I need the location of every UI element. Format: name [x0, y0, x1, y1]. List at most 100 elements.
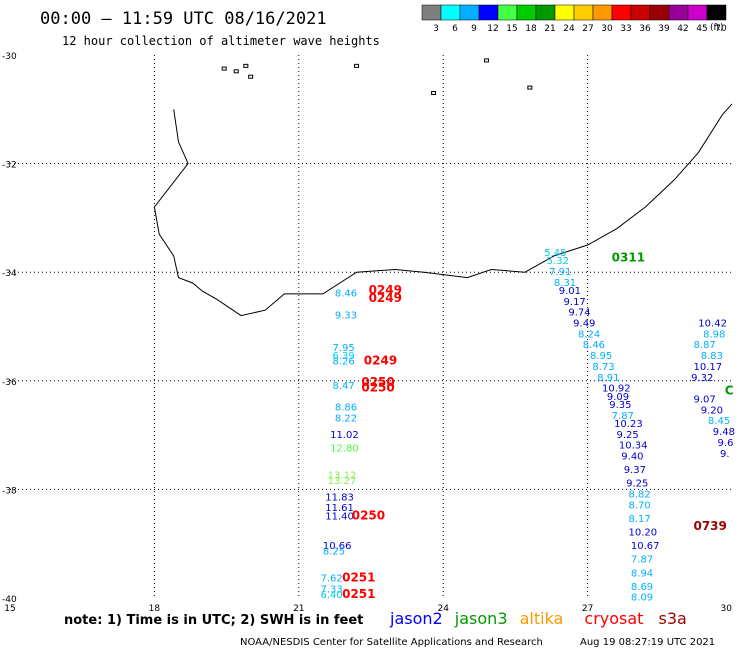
wave-height-label: 9.20 [701, 405, 723, 416]
pass-time-label: 0249 [369, 291, 402, 305]
wave-height-label: 7.95 [332, 343, 354, 354]
wave-height-label: 11.83 [325, 492, 354, 503]
wave-height-label: 8.26 [332, 357, 354, 368]
footer-timestamp: Aug 19 08:27:19 UTC 2021 [580, 637, 715, 648]
wave-height-label: 8.98 [703, 329, 725, 340]
wave-height-label: 6.39 [332, 351, 354, 362]
wave-height-label: 8.24 [578, 329, 600, 340]
wave-height-label: 5.32 [547, 256, 569, 267]
island-shape [484, 58, 490, 63]
pass-time-label: 0249 [369, 283, 402, 297]
wave-height-label: 7.62 [320, 574, 342, 585]
wave-height-label: 9.74 [568, 308, 590, 319]
latitude-tick-label: -40 [2, 595, 17, 605]
wave-height-label: 8.73 [592, 362, 614, 373]
latitude-tick-label: -32 [2, 161, 17, 171]
wave-height-label: 7.87 [631, 555, 653, 566]
longitude-tick-label: 18 [149, 604, 161, 614]
wave-height-label: 11.61 [325, 503, 354, 514]
pass-time-label: 0250 [361, 375, 394, 389]
wave-height-label: 7.87 [612, 411, 634, 422]
colorbar-label: 39 [658, 24, 670, 34]
island-shape [243, 63, 249, 68]
legend-altika: altika [520, 609, 564, 628]
island-shape [354, 63, 360, 68]
legend-cryosat: cryosat [584, 609, 643, 628]
pass-time-label: 0311 [612, 250, 645, 264]
legend-s3a: s3a [659, 609, 687, 628]
colorbar-swatch [554, 4, 575, 21]
wave-height-label: 13.12 [328, 471, 357, 482]
wave-height-label: 9.35 [609, 400, 631, 411]
legend-jason2: jason2 [389, 609, 443, 628]
wave-height-label: 9.49 [573, 319, 595, 330]
pass-time-label: 0250 [361, 381, 394, 395]
colorbar-label: 21 [544, 24, 555, 34]
colorbar-label: 3 [433, 24, 439, 34]
colorbar-label: 36 [639, 24, 651, 34]
wave-height-label: 9.33 [335, 310, 357, 321]
colorbar-swatch [611, 4, 632, 21]
wave-height-label: 6.40 [320, 590, 342, 601]
colorbar-label: 30 [601, 24, 613, 34]
colorbar-label: 6 [452, 24, 458, 34]
island-shape [431, 91, 437, 96]
colorbar-label: 9 [471, 24, 477, 34]
colorbar-label: 33 [620, 24, 631, 34]
longitude-ticks: 15 18 21 24 27 30 [4, 604, 732, 614]
wave-height-label: 9.25 [616, 430, 638, 441]
wave-height-label: 9.6 [718, 438, 734, 449]
map-title: 00:00 — 11:59 UTC 08/16/2021 [40, 9, 327, 29]
wave-height-label: 8.45 [708, 416, 730, 427]
footer-credit: NOAA/NESDIS Center for Satellite Applica… [240, 637, 543, 648]
coast-path [153, 103, 733, 317]
wave-height-label: 8.17 [629, 514, 651, 525]
colorbar-swatch [592, 4, 613, 21]
wave-height-label: 10.20 [629, 528, 658, 539]
map-frame [10, 55, 732, 598]
longitude-tick-label: 27 [582, 604, 593, 614]
pass-time-label: 0251 [342, 571, 375, 585]
wave-height-values: 8.46 9.33 7.956.398.26 8.47 8.868.22 11.02 12.… [320, 248, 735, 604]
wave-height-label: 9.09 [607, 392, 629, 403]
wave-height-label: 9.07 [693, 395, 715, 406]
wave-height-label: 11.02 [330, 430, 359, 441]
colorbar-label: 42 [677, 24, 688, 34]
wave-height-label: 5.45 [544, 248, 566, 259]
colorbar-swatch [421, 4, 442, 21]
pass-time-label: 0250 [352, 508, 385, 522]
island-shape [248, 74, 254, 79]
wave-height-label: 10.23 [614, 419, 643, 430]
wave-height-label: 9.25 [626, 479, 648, 490]
colorbar-swatch [516, 4, 537, 21]
colorbar-swatch [649, 4, 670, 21]
wave-height-label: 10.92 [602, 384, 631, 395]
wave-height-label: 8.83 [701, 351, 723, 362]
wave-height-label: 8.46 [335, 289, 357, 300]
latitude-tick-label: -34 [2, 269, 17, 279]
colorbar-swatch [706, 4, 727, 21]
wave-height-label: 8.46 [583, 340, 605, 351]
wave-height-label: 8.31 [554, 278, 576, 289]
colorbar-label: 27 [582, 24, 593, 34]
map-area: 8.46 9.33 7.956.398.26 8.47 8.868.22 11.02 12.… [10, 55, 735, 604]
wave-height-label: 9.01 [559, 286, 581, 297]
wave-height-label: 9.17 [564, 297, 586, 308]
wave-height-label: 10.66 [323, 541, 352, 552]
colorbar-swatch [440, 4, 461, 21]
island-shape [233, 69, 239, 74]
wave-height-label: 9.40 [621, 452, 643, 463]
wave-height-label: 8.69 [631, 582, 653, 593]
colorbar-swatch [459, 4, 480, 21]
colorbar-swatch [535, 4, 556, 21]
wave-height-label: 8.95 [590, 351, 612, 362]
colorbar-swatch [478, 4, 499, 21]
wave-height-label: 9.48 [713, 427, 735, 438]
colorbar-label: 24 [563, 24, 575, 34]
island-shape [221, 66, 227, 71]
wave-height-label: 10.67 [631, 541, 660, 552]
wave-height-label: 8.91 [597, 373, 619, 384]
colorbar-label: 45 [696, 24, 707, 34]
latitude-tick-label: -30 [2, 52, 17, 62]
wave-height-label: 9.32 [691, 373, 713, 384]
